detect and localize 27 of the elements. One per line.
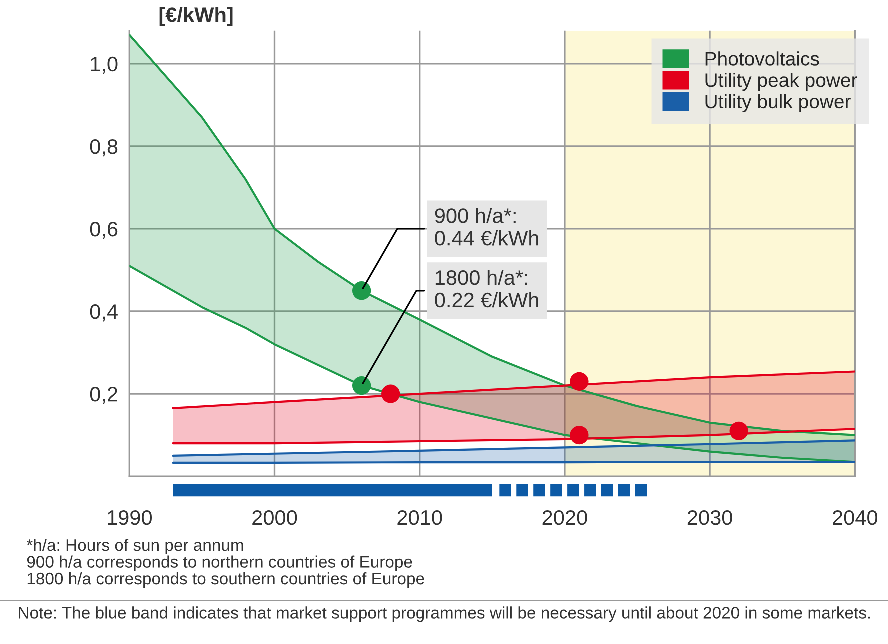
x-tick-label: 2040 (833, 510, 878, 526)
y-tick-label: 0,2 (90, 387, 118, 404)
point (570, 426, 589, 445)
x-tick-label: 2030 (688, 510, 732, 526)
y-axis-title: [€/kWh] (160, 7, 233, 26)
y-tick-label: 1,0 (91, 56, 118, 74)
point (570, 372, 589, 391)
x-tick-label: 2020 (542, 510, 588, 526)
text: *h/a: Hours of sun per annum 900 h/a corresponds to northern countries of Europe 1800 h/a corresponds to southern countries of Europe (26, 538, 424, 588)
line-series (172, 370, 856, 410)
annotation: 900 h/a*: 0.44 €/kWh (435, 208, 538, 246)
line-series (172, 440, 856, 457)
point (352, 376, 372, 396)
text: Note: The blue band indicates that market support programmes will be necessary until about 2020 in some markets. (19, 606, 870, 622)
y-tick-label: 0,8 (90, 139, 118, 157)
x-tick-label: 2000 (252, 510, 298, 526)
y-tick-label: 0,4 (90, 304, 118, 322)
legend-label: Photovoltaics (706, 52, 820, 66)
point (382, 384, 400, 404)
legend-label: Utility peak power (706, 72, 858, 92)
y-tick-label: 0,6 (90, 222, 118, 240)
annotation: 1800 h/a*: 0.22 €/kWh (435, 270, 538, 308)
point (730, 422, 748, 440)
point (352, 282, 372, 300)
legend-label: Utility bulk power (706, 94, 851, 112)
x-tick-label: 2010 (398, 510, 442, 526)
x-tick-label: 1990 (108, 510, 152, 526)
